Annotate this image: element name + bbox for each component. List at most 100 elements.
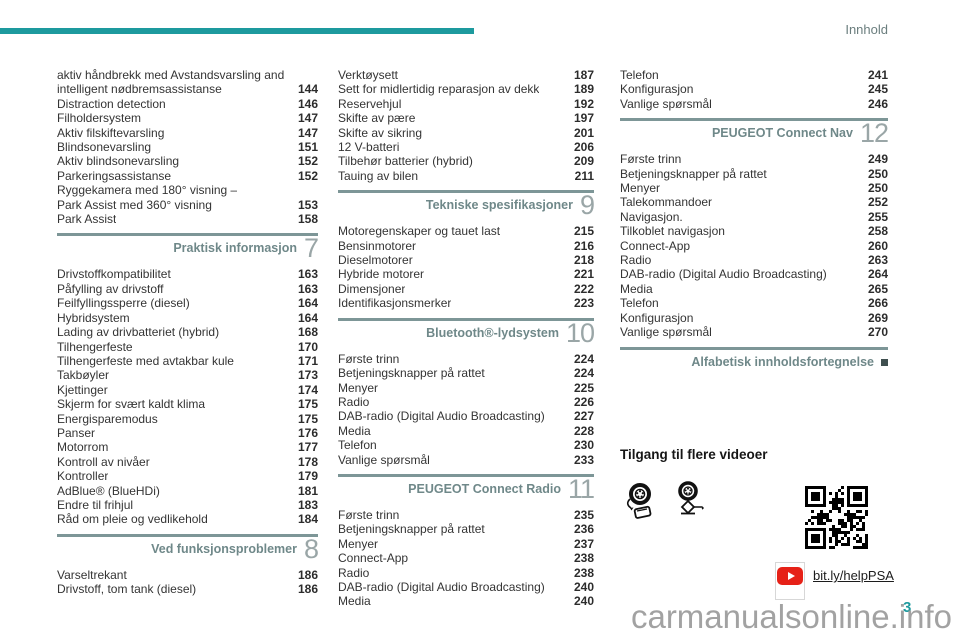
entry-page-number: 184 bbox=[297, 512, 318, 527]
toc-entry: Endre til frihjul 183 bbox=[57, 498, 318, 512]
entry-label: Menyer bbox=[338, 380, 379, 395]
entry-label: Blindsonevarsling bbox=[57, 140, 152, 155]
entry-page-number: 176 bbox=[297, 425, 318, 440]
toc-entry: Blindsonevarsling 151 bbox=[57, 140, 318, 154]
section-header: PEUGEOT Connect Nav 12 bbox=[620, 118, 889, 147]
toc-entry: Hybride motorer 221 bbox=[338, 267, 594, 281]
toc-entry: Drivstoffkompatibilitet 163 bbox=[57, 267, 318, 281]
entry-page-number: 175 bbox=[297, 397, 318, 412]
qr-code bbox=[805, 486, 868, 549]
toc-entry: Kjettinger 174 bbox=[57, 383, 318, 397]
entry-label: AdBlue® (BlueHDi) bbox=[57, 483, 160, 498]
toc-entry: DAB-radio (Digital Audio Broadcasting) 2… bbox=[620, 267, 888, 281]
entry-page-number: 235 bbox=[573, 507, 594, 522]
toc-entry: Hybridsystem 164 bbox=[57, 311, 318, 325]
entry-label: Telefon bbox=[620, 296, 659, 311]
section-header: Tekniske spesifikasjoner 9 bbox=[338, 190, 595, 219]
entry-label: Radio bbox=[620, 253, 652, 268]
entry-label: Kontroller bbox=[57, 469, 109, 484]
entry-page-number: 206 bbox=[573, 140, 594, 155]
section-end-marker bbox=[881, 358, 888, 366]
toc-entry: aktiv håndbrekk med Avstandsvarsling and bbox=[57, 68, 318, 82]
entry-label: Tilbehør batterier (hybrid) bbox=[338, 154, 473, 169]
toc-entry: Skjerm for svært kaldt klima 175 bbox=[57, 397, 318, 411]
entry-page-number: 265 bbox=[867, 281, 888, 296]
entry-label: Hybridsystem bbox=[57, 310, 130, 325]
toc-column: Verktøysett 187 Sett for midlertidig rep… bbox=[338, 68, 595, 609]
entry-page-number: 266 bbox=[867, 296, 888, 311]
toc-entry: Tilbehør batterier (hybrid) 209 bbox=[338, 154, 594, 168]
toc-entry: Menyer 250 bbox=[620, 181, 888, 195]
section-title: Ved funksjonsproblemer bbox=[151, 541, 297, 556]
toc-entry: Distraction detection 146 bbox=[57, 97, 318, 111]
section-number: 7 bbox=[303, 233, 319, 264]
entry-label: Menyer bbox=[620, 181, 661, 196]
toc-entry: Aktiv blindsonevarsling 152 bbox=[57, 154, 318, 168]
toc-entry: Påfylling av drivstoff 163 bbox=[57, 282, 318, 296]
entry-page-number: 215 bbox=[573, 224, 594, 239]
entry-label: Talekommandoer bbox=[620, 195, 713, 210]
entry-label: Motoregenskaper og tauet last bbox=[338, 224, 501, 239]
entry-label: Betjeningsknapper på rattet bbox=[338, 522, 485, 537]
entry-page-number: 252 bbox=[867, 195, 888, 210]
entry-page-number: 158 bbox=[297, 212, 318, 227]
section-number: 8 bbox=[303, 533, 319, 564]
toc-entry: Navigasjon. 255 bbox=[620, 210, 888, 224]
entry-page-number: 264 bbox=[867, 267, 888, 282]
entry-page-number: 230 bbox=[573, 438, 594, 453]
entry-page-number: 227 bbox=[573, 409, 594, 424]
entry-page-number: 221 bbox=[573, 267, 594, 282]
entry-label: Dieselmotorer bbox=[338, 253, 413, 268]
toc-column: Telefon 241 Konfigurasjon 245 Vanlige sp… bbox=[620, 68, 889, 380]
toc-entry: Tilkoblet navigasjon 258 bbox=[620, 224, 888, 238]
tire-repair-kit-icon bbox=[623, 482, 657, 522]
entry-page-number: 173 bbox=[297, 368, 318, 383]
entry-page-number: 164 bbox=[297, 310, 318, 325]
toc-entry: Bensinmotorer 216 bbox=[338, 239, 594, 253]
entry-label: Skifte av pære bbox=[338, 111, 416, 126]
entry-label: Råd om pleie og vedlikehold bbox=[57, 512, 208, 527]
entry-label: Lading av drivbatteriet (hybrid) bbox=[57, 325, 220, 340]
entry-page-number: 147 bbox=[297, 111, 318, 126]
entry-page-number: 178 bbox=[297, 454, 318, 469]
page-number: 3 bbox=[903, 599, 912, 616]
toc-entry: Skifte av pære 197 bbox=[338, 111, 594, 125]
toc-entry: Motorrom 177 bbox=[57, 440, 318, 454]
entry-page-number: 255 bbox=[867, 209, 888, 224]
entry-label: Varseltrekant bbox=[57, 567, 127, 582]
entry-label: Connect-App bbox=[338, 551, 409, 566]
toc-entry: AdBlue® (BlueHDi) 181 bbox=[57, 484, 318, 498]
entry-page-number: 177 bbox=[297, 440, 318, 455]
entry-label: Aktiv filskiftevarsling bbox=[57, 125, 165, 140]
entry-label: Vanlige spørsmål bbox=[620, 325, 712, 340]
entry-label: Media bbox=[338, 594, 371, 609]
entry-page-number: 240 bbox=[573, 579, 594, 594]
entry-label: Park Assist bbox=[57, 212, 117, 227]
toc-entry: Takbøyler 173 bbox=[57, 368, 318, 382]
play-triangle-icon bbox=[787, 572, 795, 580]
video-help-link[interactable]: bit.ly/helpPSA bbox=[813, 568, 894, 583]
toc-entry: Kontroll av nivåer 178 bbox=[57, 455, 318, 469]
entry-page-number: 218 bbox=[573, 253, 594, 268]
entry-page-number: 170 bbox=[297, 339, 318, 354]
entry-label: aktiv håndbrekk med Avstandsvarsling and bbox=[57, 68, 285, 82]
entry-page-number: 163 bbox=[297, 267, 318, 282]
entry-page-number: 209 bbox=[573, 154, 594, 169]
entry-label: Parkeringsassistanse bbox=[57, 168, 172, 183]
entry-page-number: 228 bbox=[573, 423, 594, 438]
entry-label: Takbøyler bbox=[57, 368, 110, 383]
entry-page-number: 144 bbox=[297, 82, 318, 97]
entry-page-number: 211 bbox=[574, 168, 594, 183]
page-header-label: Innhold bbox=[845, 22, 888, 37]
toc-entry: Tauing av bilen 211 bbox=[338, 169, 594, 183]
section-title: PEUGEOT Connect Radio bbox=[408, 481, 561, 496]
entry-label: Drivstoffkompatibilitet bbox=[57, 267, 171, 282]
entry-label: intelligent nødbremsassistanse bbox=[57, 82, 222, 97]
toc-entry: Aktiv filskiftevarsling 147 bbox=[57, 126, 318, 140]
section-title: Tekniske spesifikasjoner bbox=[425, 198, 573, 213]
entry-page-number: 250 bbox=[867, 181, 888, 196]
toc-entry: Betjeningsknapper på rattet 236 bbox=[338, 522, 594, 536]
entry-page-number: 269 bbox=[867, 310, 888, 325]
entry-page-number: 186 bbox=[297, 567, 318, 582]
entry-page-number: 226 bbox=[573, 394, 594, 409]
